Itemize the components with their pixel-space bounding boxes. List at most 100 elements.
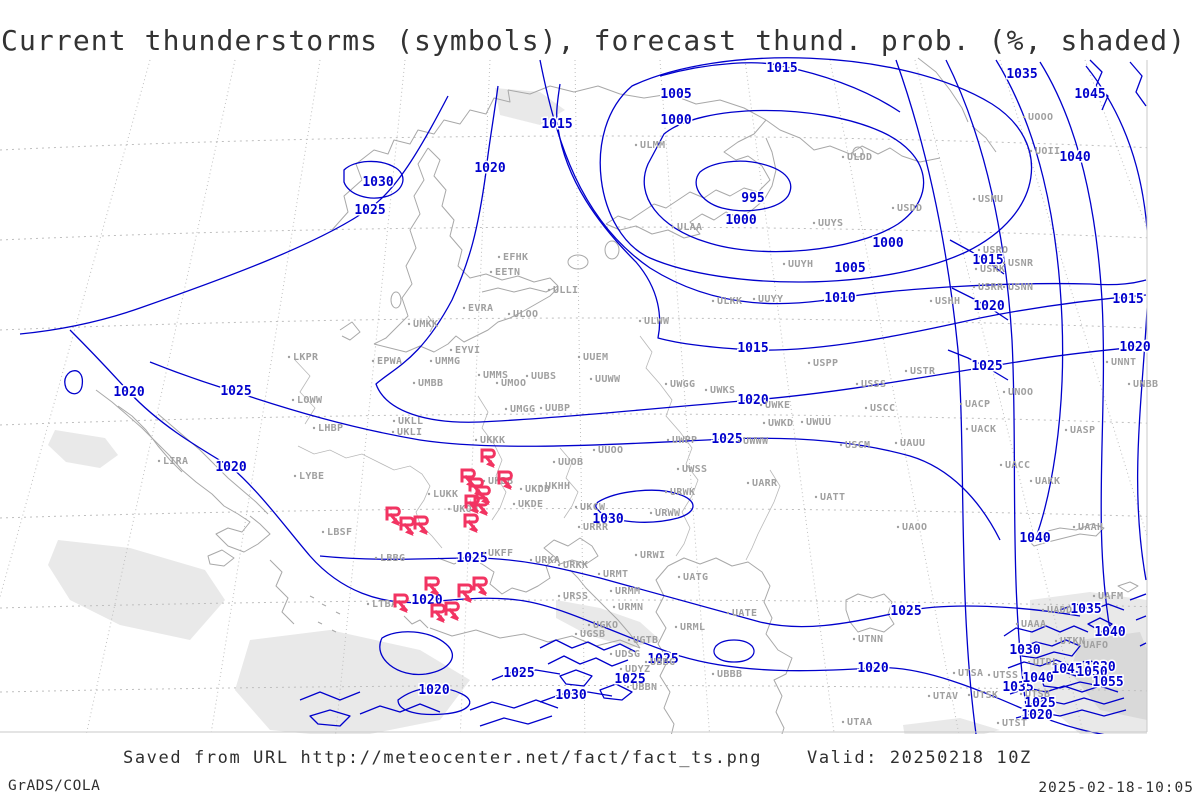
station-dot — [366, 602, 370, 606]
thunderstorm-symbol — [480, 448, 496, 470]
station-dot — [574, 632, 578, 636]
isobar-label: 1015 — [972, 253, 1003, 268]
station-dot — [782, 262, 786, 266]
station-dot — [519, 487, 523, 491]
station-dot — [800, 420, 804, 424]
station-dot — [841, 155, 845, 159]
station-dot — [959, 402, 963, 406]
station-dot — [293, 474, 297, 478]
station-dot — [666, 438, 670, 442]
station-label: UMMS — [483, 370, 508, 381]
station-dot — [999, 463, 1003, 467]
station-dot — [1092, 594, 1096, 598]
station-label: USDD — [897, 203, 922, 214]
isobar-label: 1020 — [1119, 340, 1150, 355]
isobar-label: 1035 — [1006, 67, 1037, 82]
isobar-label: 1025 — [890, 604, 921, 619]
station-label: UUOB — [558, 457, 583, 468]
station-label: LOWW — [297, 395, 323, 406]
thunderstorm-symbol — [444, 601, 460, 623]
station-label: UARR — [752, 478, 778, 489]
isobar-label: 1035 — [1002, 680, 1033, 695]
station-dot — [312, 426, 316, 430]
station-label: UTSB — [1025, 689, 1050, 700]
station-label: UWWW — [743, 436, 769, 447]
station-dot — [855, 382, 859, 386]
station-label: URMT — [603, 569, 628, 580]
station-dot — [812, 221, 816, 225]
station-dot — [762, 421, 766, 425]
station-dot — [704, 388, 708, 392]
station-label: UTAA — [847, 717, 872, 728]
station-label: UBBG — [650, 657, 675, 668]
isobar-label: 1000 — [872, 236, 903, 251]
coastlines — [95, 57, 1139, 734]
station-dot — [609, 589, 613, 593]
station-dot — [577, 355, 581, 359]
station-label: UWUU — [806, 417, 831, 428]
station-dot — [638, 319, 642, 323]
station-dot — [1064, 428, 1068, 432]
station-dot — [597, 572, 601, 576]
station-label: LTBA — [372, 599, 397, 610]
station-dot — [664, 382, 668, 386]
station-label: USCC — [870, 403, 895, 414]
station-dot — [626, 685, 630, 689]
station-label: URWK — [670, 487, 695, 498]
station-dot — [726, 611, 730, 615]
isobar-label: 1005 — [834, 261, 865, 276]
station-dot — [891, 206, 895, 210]
station-dot — [612, 605, 616, 609]
isobar-label: 1025 — [503, 666, 534, 681]
station-label: UUBP — [545, 403, 570, 414]
station-label: USTR — [910, 366, 936, 377]
station-dot — [972, 285, 976, 289]
station-label: UKOO — [453, 504, 478, 515]
station-label: URMN — [618, 602, 643, 613]
station-label: UDSG — [615, 649, 640, 660]
station-label: URKK — [563, 560, 588, 571]
station-dot — [539, 406, 543, 410]
station-dot — [507, 312, 511, 316]
station-dot — [929, 299, 933, 303]
station-label: UNNT — [1111, 357, 1136, 368]
station-label: UWGG — [670, 379, 695, 390]
isobar-label: 1040 — [1019, 531, 1050, 546]
station-dot — [1127, 382, 1131, 386]
isobar-label: 1025 — [1024, 696, 1055, 711]
station-dot — [392, 419, 396, 423]
station-label: EYVI — [455, 345, 480, 356]
station-dot — [1077, 643, 1081, 647]
isobar-label: 1030 — [555, 688, 586, 703]
station-label: URRR — [583, 522, 609, 533]
isobar-label: 1025 — [354, 203, 385, 218]
station-label: UBBB — [717, 669, 742, 680]
station-dot — [1027, 660, 1031, 664]
station-label: UAKK — [1035, 476, 1060, 487]
station-label: UWSS — [682, 464, 707, 475]
station-dot — [644, 660, 648, 664]
valid-time-text: Valid: 20250218 10Z — [807, 748, 1032, 768]
station-dot — [1002, 390, 1006, 394]
station-labels: ULMM ULAA ULDD USDD UOOO UOII USMU UUYS UUYH ULKK… — [157, 112, 1158, 729]
isobar-label: 995 — [741, 191, 764, 206]
station-label: UATT — [820, 492, 845, 503]
station-dot — [497, 255, 501, 259]
isobar-label: 1040 — [1094, 625, 1125, 640]
station-dot — [427, 492, 431, 496]
station-dot — [894, 441, 898, 445]
station-dot — [449, 348, 453, 352]
station-label: UKCW — [580, 502, 606, 513]
station-label: UWKD — [768, 418, 793, 429]
station-label: UKHH — [545, 481, 570, 492]
station-label: EPWA — [377, 356, 402, 367]
isobar-label: 1025 — [614, 672, 645, 687]
station-label: URKA — [535, 555, 560, 566]
station-dot — [677, 575, 681, 579]
station-dot — [557, 594, 561, 598]
station-label: USRO — [983, 245, 1008, 256]
station-label: UNOO — [1008, 387, 1033, 398]
station-label: UOOO — [1028, 112, 1053, 123]
station-label: EFHK — [503, 252, 528, 263]
station-label: UKLI — [397, 427, 422, 438]
